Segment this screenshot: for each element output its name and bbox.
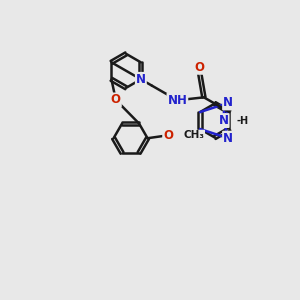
Text: O: O [194,61,205,74]
Text: -H: -H [237,116,249,126]
Text: N: N [223,132,233,145]
Text: NH: NH [167,94,187,107]
Text: O: O [163,129,173,142]
Text: N: N [219,114,229,127]
Text: O: O [111,93,121,106]
Text: N: N [223,97,233,110]
Text: N: N [136,73,146,86]
Text: CH₃: CH₃ [184,130,205,140]
